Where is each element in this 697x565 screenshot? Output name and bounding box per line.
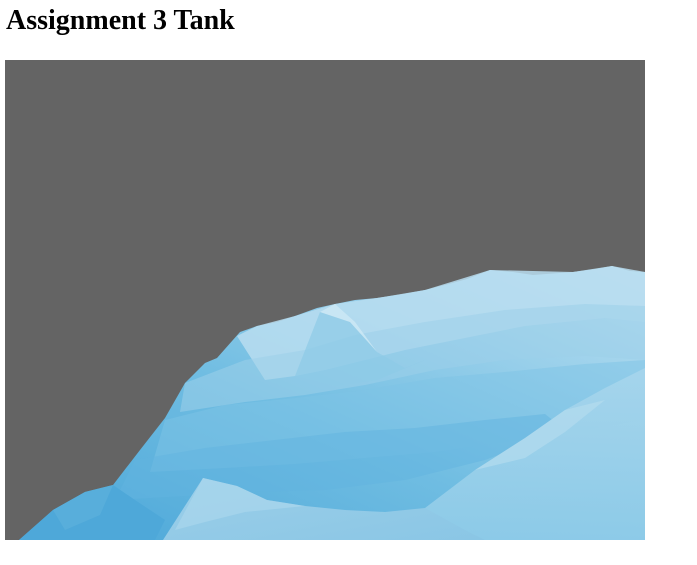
webgl-canvas[interactable] [5,60,645,540]
terrain-scene [19,266,645,540]
page-title: Assignment 3 Tank [6,5,235,36]
